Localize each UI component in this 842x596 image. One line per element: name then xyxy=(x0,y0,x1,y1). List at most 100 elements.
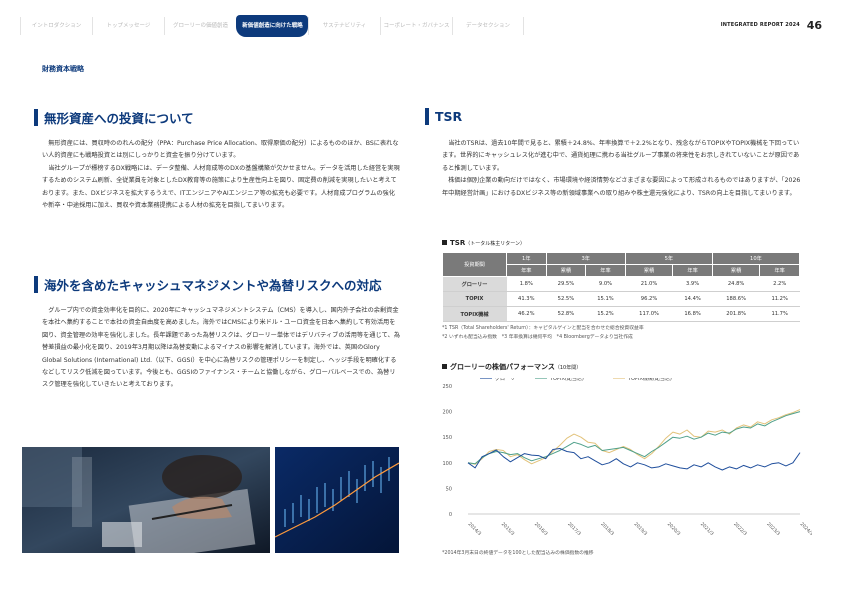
table-title-suffix: （トータル株主リターン） xyxy=(465,241,525,247)
paragraph: 株価は個別企業の動向だけではなく、市場環境や経済情勢などさまざまな要因によって形… xyxy=(442,177,801,197)
x-tick-label: 2017/3 xyxy=(566,521,582,537)
y-tick-label: 50 xyxy=(446,486,452,492)
tsr-heading: TSR xyxy=(425,108,462,125)
x-tick-label: 2014/3 xyxy=(467,521,483,537)
period-10y: 10年 xyxy=(711,252,801,265)
chart-title-text: グローリーの株価パフォーマンス xyxy=(450,363,555,371)
series-line xyxy=(467,411,801,465)
x-tick-label: 2023/3 xyxy=(765,521,781,537)
heading-accent-bar xyxy=(34,109,38,126)
cell: 3.9% xyxy=(672,276,713,292)
legend-label: TOPIX機械(配当込) xyxy=(627,378,672,382)
cell: 52.5% xyxy=(546,291,586,307)
x-tick-label: 2015/3 xyxy=(500,521,516,537)
heading-accent-bar xyxy=(34,276,38,293)
row-label: グローリー xyxy=(442,276,507,292)
y-tick-label: 200 xyxy=(442,410,452,416)
business-meeting-photo xyxy=(22,447,270,553)
table-row: グローリー 1.8% 29.5% 9.0% 21.0% 3.9% 24.8% 2… xyxy=(442,276,800,292)
cell: 29.5% xyxy=(546,276,586,292)
subheader: 年率 xyxy=(672,264,713,277)
x-tick-label: 2024/3 xyxy=(799,521,812,537)
stock-chart-photo xyxy=(275,447,399,553)
y-tick-label: 250 xyxy=(442,384,452,390)
cell: 16.8% xyxy=(672,306,713,322)
cell: 14.4% xyxy=(672,291,713,307)
x-tick-label: 2018/3 xyxy=(599,521,615,537)
heading-text: 海外を含めたキャッシュマネジメントや為替リスクへの対応 xyxy=(44,278,382,293)
legend-label: グローリー xyxy=(495,378,520,382)
cell: 96.2% xyxy=(625,291,673,307)
subheader: 年率 xyxy=(585,264,626,277)
x-tick-label: 2022/3 xyxy=(732,521,748,537)
chart-title: グローリーの株価パフォーマンス（10年間） xyxy=(442,362,581,372)
table-title-text: TSR xyxy=(450,239,466,247)
tsr-table-title: TSR（トータル株主リターン） xyxy=(442,239,525,247)
tab-strategy[interactable]: 新価値創造に向けた戦略 xyxy=(236,15,308,37)
heading-accent-bar xyxy=(425,108,429,125)
subheader: 累積 xyxy=(624,264,674,277)
row-label: TOPIX xyxy=(442,291,507,307)
paragraph: 当社のTSRは、過去10年間で見ると、累積＋24.8%、年率換算で＋2.2%とな… xyxy=(442,140,800,172)
cell: 9.0% xyxy=(585,276,626,292)
tab-data-section[interactable]: データセクション xyxy=(452,17,524,35)
period-3y: 3年 xyxy=(545,252,626,265)
series-line xyxy=(467,409,801,465)
period-5y: 5年 xyxy=(624,252,713,265)
cell: 11.7% xyxy=(759,306,800,322)
cell: 11.2% xyxy=(759,291,800,307)
cell: 188.6% xyxy=(712,291,760,307)
series-line xyxy=(467,448,801,471)
tsr-body: 当社のTSRは、過去10年間で見ると、累積＋24.8%、年率換算で＋2.2%とな… xyxy=(442,138,802,200)
subheader: 累積 xyxy=(711,264,761,277)
cell: 15.1% xyxy=(585,291,626,307)
section-tabs: イントロダクション トップメッセージ グローリーの価値創造 新価値創造に向けた戦… xyxy=(20,15,524,39)
report-label: INTEGRATED REPORT 2024 xyxy=(720,22,800,28)
cell: 117.0% xyxy=(625,306,673,322)
cell: 15.2% xyxy=(585,306,626,322)
top-navigation: イントロダクション トップメッセージ グローリーの価値創造 新価値創造に向けた戦… xyxy=(0,0,842,40)
cell: 2.2% xyxy=(759,276,800,292)
cell: 24.8% xyxy=(712,276,760,292)
cell: 21.0% xyxy=(625,276,673,292)
table-row: TOPIX 41.3% 52.5% 15.1% 96.2% 14.4% 188.… xyxy=(442,291,800,307)
cell: 201.8% xyxy=(712,306,760,322)
y-tick-label: 0 xyxy=(449,512,452,518)
cms-heading: 海外を含めたキャッシュマネジメントや為替リスクへの対応 xyxy=(34,275,382,294)
col-header-period: 投資期間 xyxy=(442,252,507,277)
tab-sustainability[interactable]: サステナビリティ xyxy=(308,17,380,35)
cell: 52.8% xyxy=(546,306,586,322)
paragraph: グループ内での資金効率化を目的に、2020年にキャッシュマネジメントシステム（C… xyxy=(42,307,400,389)
x-tick-label: 2021/3 xyxy=(699,521,715,537)
period-1y: 1年 xyxy=(506,252,547,265)
chart-note: *2014年3月末日の終値データを100とした配当込みの株価指数の推移 xyxy=(442,551,594,556)
subheader: 年率 xyxy=(506,264,547,277)
tab-introduction[interactable]: イントロダクション xyxy=(20,17,92,35)
x-tick-label: 2019/3 xyxy=(633,521,649,537)
x-tick-label: 2020/3 xyxy=(666,521,682,537)
intangible-body: 無形資産には、買収時ののれんの配分（PPA：Purchase Price All… xyxy=(42,138,400,212)
tab-top-message[interactable]: トップメッセージ xyxy=(92,17,164,35)
tsr-table: 投資期間 1年 3年 5年 10年 年率 累積 年率 累積 年率 累積 年率 グ… xyxy=(442,252,801,322)
subheader: 年率 xyxy=(759,264,800,277)
tab-value-creation[interactable]: グローリーの価値創造 xyxy=(164,17,236,35)
square-bullet-icon xyxy=(442,363,447,369)
heading-text: 無形資産への投資について xyxy=(44,111,194,126)
chart-title-suffix: （10年間） xyxy=(554,365,582,371)
y-tick-label: 100 xyxy=(442,461,452,467)
section-label: 財務資本戦略 xyxy=(42,65,84,73)
legend-label: TOPIX(配当込) xyxy=(549,378,584,382)
square-bullet-icon xyxy=(442,239,447,245)
x-tick-label: 2016/3 xyxy=(533,521,549,537)
heading-text: TSR xyxy=(435,109,463,124)
table-row: TOPIX機械 46.2% 52.8% 15.2% 117.0% 16.8% 2… xyxy=(442,306,800,322)
y-tick-label: 150 xyxy=(442,435,452,441)
cell: 1.8% xyxy=(506,276,547,292)
table-note-1: *1 TSR（Total Shareholders' Return）：キャピタル… xyxy=(442,326,644,331)
tab-governance[interactable]: コーポレート・ガバナンス xyxy=(380,17,452,35)
cms-body: グループ内での資金効率化を目的に、2020年にキャッシュマネジメントシステム（C… xyxy=(42,305,400,392)
cell: 46.2% xyxy=(506,306,547,322)
intangible-heading: 無形資産への投資について xyxy=(34,108,194,127)
row-label: TOPIX機械 xyxy=(442,306,507,322)
page-number: 46 xyxy=(806,19,822,32)
